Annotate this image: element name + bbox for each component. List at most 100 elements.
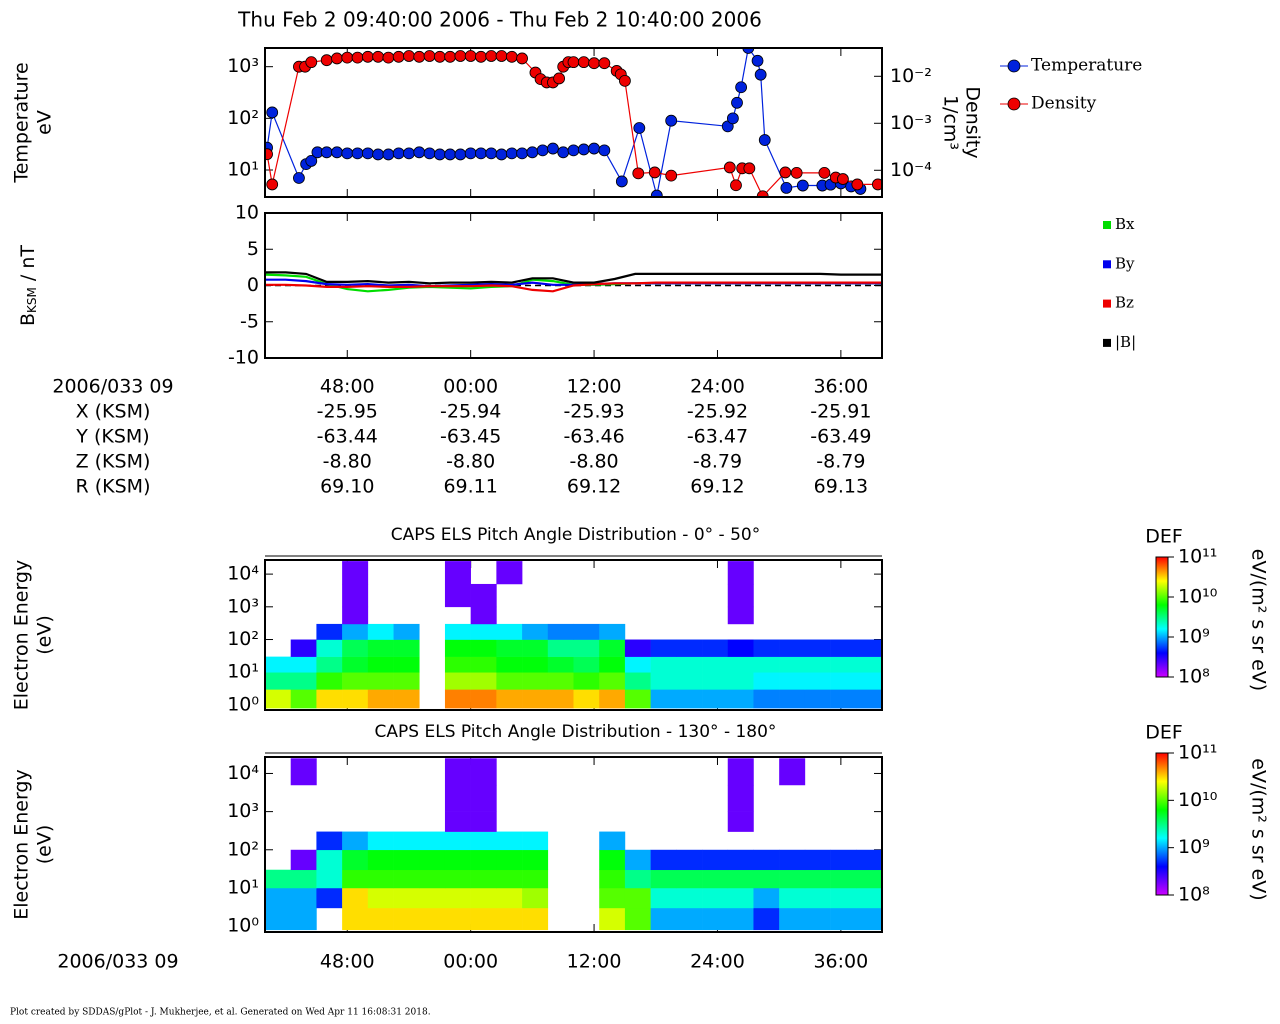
- series-marker: [475, 50, 487, 63]
- series-marker: [305, 154, 318, 167]
- series-marker: [650, 189, 663, 197]
- heatmap-cell: [470, 606, 497, 625]
- heatmap-cell: [393, 639, 420, 657]
- heatmap-cell: [444, 561, 471, 585]
- heatmap-cell: [342, 869, 369, 889]
- heatmap-cell: [599, 831, 626, 851]
- heatmap-cell: [393, 831, 420, 851]
- heatmap-cell: [727, 811, 754, 832]
- heatmap-cell: [547, 623, 574, 640]
- heatmap-cell: [470, 907, 497, 931]
- heatmap-cell: [342, 689, 369, 709]
- series-marker: [423, 147, 436, 160]
- series-marker: [730, 179, 742, 192]
- heatmap-cell: [342, 907, 369, 931]
- heatmap-cell: [599, 639, 626, 657]
- series-marker: [665, 114, 678, 127]
- series-marker: [464, 147, 477, 160]
- heatmap-cell: [444, 639, 471, 657]
- y2-axis-label: 1/cm³: [940, 95, 962, 150]
- heatmap-cell: [727, 849, 754, 871]
- colorbar-tick-label: 10¹¹: [1178, 742, 1217, 764]
- heatmap-cell: [444, 672, 471, 690]
- heatmap-cell: [265, 689, 292, 709]
- heatmap-cell: [419, 869, 446, 889]
- series-marker: [505, 50, 518, 63]
- heatmap-cell: [419, 849, 446, 871]
- ephemeris-value: 69.11: [443, 476, 497, 498]
- heatmap-cell: [316, 869, 343, 889]
- y-axis-label: BKSM / nT: [17, 245, 39, 326]
- heatmap-cell: [650, 672, 677, 690]
- series-marker: [485, 147, 498, 160]
- series-marker: [293, 172, 305, 184]
- series-marker: [454, 50, 467, 62]
- heatmap-cell: [444, 784, 471, 812]
- series-marker: [726, 112, 739, 125]
- heatmap-cell: [830, 639, 857, 657]
- y-tick-label: 10⁴: [227, 762, 259, 784]
- heatmap-cell: [290, 887, 317, 909]
- ephemeris-value: -8.80: [569, 451, 618, 473]
- heatmap-cell: [470, 583, 497, 608]
- heatmap-cell: [727, 907, 754, 931]
- y-axis-label: Electron Energy: [11, 769, 33, 920]
- heatmap-cell: [676, 869, 703, 889]
- heatmap-cell: [856, 887, 882, 909]
- plot-area: [265, 271, 882, 293]
- heatmap-cell: [856, 689, 882, 709]
- ephemeris-time: 00:00: [443, 376, 498, 398]
- plot-frame: [264, 212, 883, 359]
- y-tick-label: 10²: [227, 628, 259, 650]
- series-marker: [588, 57, 600, 70]
- colorbar-label: eV/(m² s sr eV): [1248, 758, 1270, 900]
- heatmap-cell: [419, 907, 446, 931]
- heatmap-cell: [290, 639, 317, 657]
- heatmap-cell: [856, 907, 882, 931]
- ephemeris-time: 48:00: [320, 376, 375, 398]
- heatmap-cell: [804, 672, 831, 690]
- ephemeris-value: -25.94: [440, 401, 501, 423]
- heatmap-cell: [342, 639, 369, 657]
- heatmap-cell: [470, 887, 497, 909]
- series-marker: [495, 50, 508, 62]
- heatmap-cell: [316, 831, 343, 851]
- heatmap-cell: [547, 689, 574, 709]
- ephemeris-time: 12:00: [567, 376, 622, 398]
- heatmap-cell: [342, 831, 369, 851]
- y-tick-label: 0: [247, 274, 259, 296]
- y-tick-label: 10¹: [227, 661, 259, 683]
- heatmap-cell: [522, 831, 549, 851]
- series-marker: [796, 179, 809, 192]
- colorbar-label: eV/(m² s sr eV): [1248, 549, 1270, 691]
- series-marker: [557, 146, 570, 159]
- heatmap-cell: [676, 887, 703, 909]
- series-marker: [871, 178, 882, 191]
- heatmap-cell: [676, 639, 703, 657]
- y-tick-label: 10: [235, 202, 259, 224]
- ephemeris-label: Y (KSM): [75, 426, 149, 448]
- ephemeris-label: X (KSM): [76, 401, 151, 423]
- heatmap-cell: [804, 887, 831, 909]
- heatmap-cell: [290, 758, 317, 786]
- heatmap-cell: [779, 849, 806, 871]
- ephemeris-value: -63.45: [440, 426, 501, 448]
- heatmap-cell: [522, 639, 549, 657]
- heatmap-cell: [496, 887, 523, 909]
- heatmap-cell: [470, 784, 497, 812]
- y-axis-label: Temperature: [11, 62, 33, 183]
- heatmap-cell: [599, 907, 626, 931]
- ephemeris-value: -63.47: [687, 426, 748, 448]
- y-axis-label: (eV): [34, 615, 56, 655]
- legend-label: Bz: [1115, 294, 1134, 312]
- heatmap-cell: [342, 623, 369, 640]
- heatmap-cell: [804, 656, 831, 673]
- heatmap-cell: [779, 639, 806, 657]
- heatmap-cell: [702, 672, 729, 690]
- series-marker: [780, 182, 793, 194]
- series-marker: [423, 50, 436, 62]
- y2-tick-label: 10⁻²: [890, 65, 932, 87]
- heatmap-cell: [624, 639, 651, 657]
- ephemeris-value: -25.92: [687, 401, 748, 423]
- series-marker: [361, 50, 374, 63]
